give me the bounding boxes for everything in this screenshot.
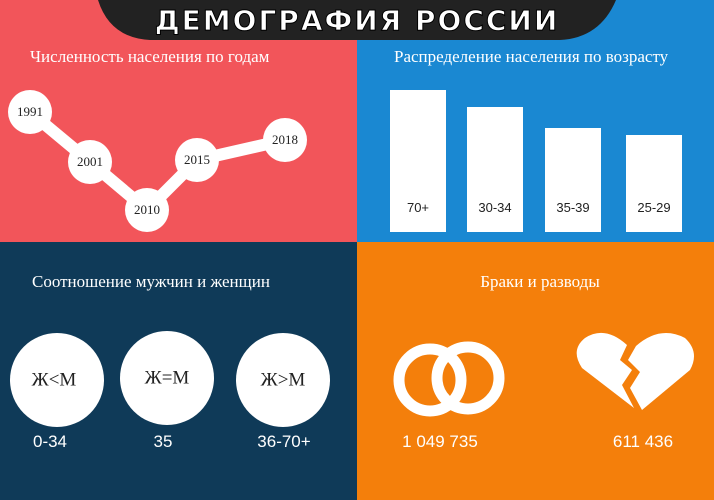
age-bar <box>467 107 523 232</box>
rings-icon <box>393 341 505 417</box>
population-panel <box>0 0 357 242</box>
ratio-circle <box>120 331 214 425</box>
year-dot <box>263 118 307 162</box>
page-title: ДЕМОГРАФИЯ РОССИИ <box>155 4 560 37</box>
year-label: 2015 <box>184 152 210 167</box>
panel-title: Численность населения по годам <box>30 47 270 66</box>
age-label: 25-29 <box>637 200 670 215</box>
year-points: 1991 2001 2010 2015 2018 <box>8 90 307 232</box>
year-dot <box>125 188 169 232</box>
age-label: 35-39 <box>556 200 589 215</box>
year-dot <box>175 138 219 182</box>
age-range: 0-34 <box>33 432 67 451</box>
year-label: 2010 <box>134 202 160 217</box>
age-label: 70+ <box>407 200 429 215</box>
ratio-label: Ж=М <box>145 367 190 388</box>
marriages-count: 1 049 735 <box>402 432 478 451</box>
year-label: 2018 <box>272 132 298 147</box>
panel-title: Соотношение мужчин и женщин <box>32 272 270 291</box>
age-bar <box>545 128 601 232</box>
age-bar <box>390 90 446 232</box>
age-bar <box>626 135 682 232</box>
title-banner <box>98 0 616 40</box>
panel-title: Распределение населения по возрасту <box>394 47 669 66</box>
broken-heart-icon <box>576 332 694 410</box>
ratio-label: Ж<М <box>32 369 77 390</box>
year-dot <box>8 90 52 134</box>
year-label: 1991 <box>17 104 43 119</box>
age-range: 36-70+ <box>257 432 310 451</box>
year-dot <box>68 140 112 184</box>
ratio-circle <box>236 333 330 427</box>
divorces-count: 611 436 <box>613 432 673 451</box>
ratio-circle <box>10 333 104 427</box>
panel-title: Браки и разводы <box>480 272 600 291</box>
ratio-label: Ж>М <box>261 369 306 390</box>
age-label: 30-34 <box>478 200 511 215</box>
age-range: 35 <box>154 432 173 451</box>
year-label: 2001 <box>77 154 103 169</box>
